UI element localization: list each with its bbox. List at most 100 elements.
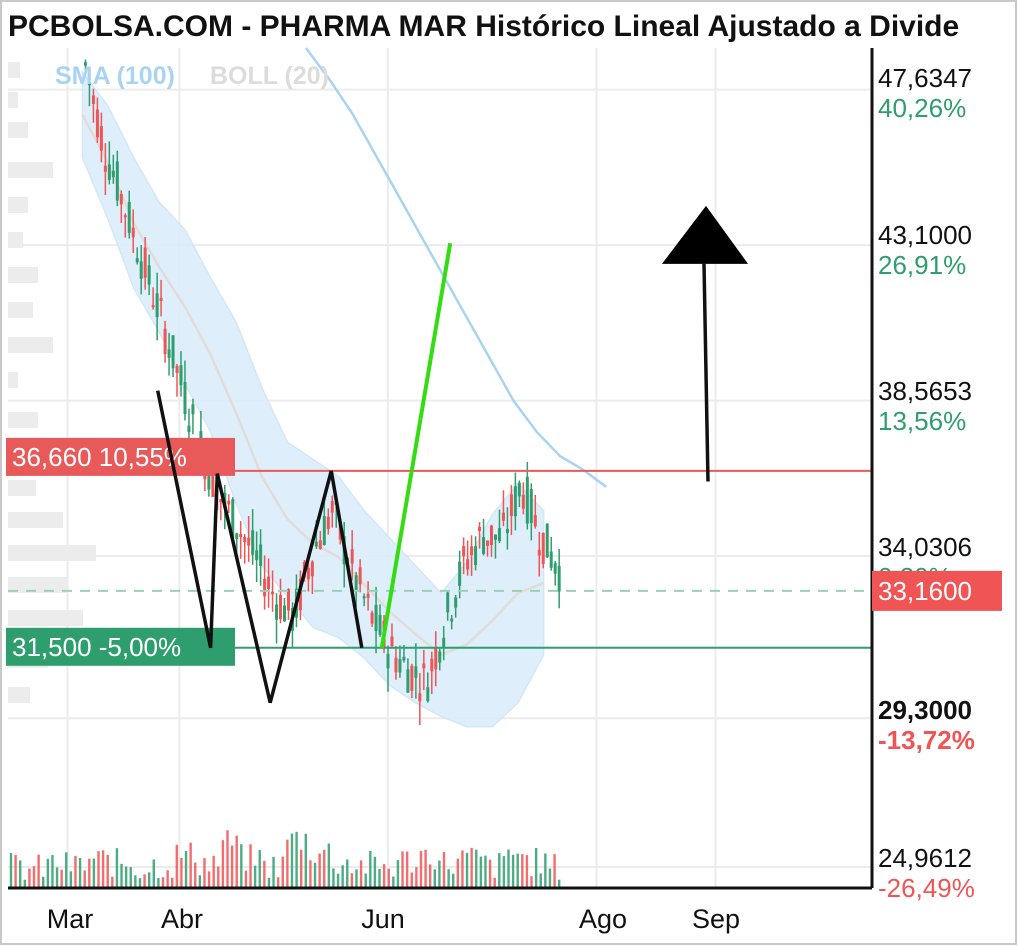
- legend-sma: SMA (100): [55, 62, 175, 90]
- volume-bar: [14, 855, 17, 888]
- candle-body: [163, 328, 167, 355]
- volume-profile-bar: [8, 232, 23, 248]
- resistance-tag: [6, 437, 235, 476]
- volume-bar: [470, 847, 473, 888]
- candle-body: [422, 663, 426, 669]
- volume-bar: [124, 866, 128, 888]
- candle-body: [283, 605, 287, 622]
- volume-bar: [83, 870, 86, 888]
- candle-body: [430, 658, 434, 672]
- volume-bar: [530, 876, 533, 888]
- volume-bar: [253, 865, 257, 888]
- volume-bar: [392, 876, 395, 888]
- volume-bar: [235, 835, 238, 888]
- volume-bar: [396, 860, 400, 888]
- candle-body: [533, 514, 537, 527]
- volume-bar: [507, 849, 510, 888]
- candle-body: [466, 559, 470, 570]
- candle-body: [211, 465, 215, 497]
- volume-bar: [438, 860, 441, 888]
- candle-body: [275, 604, 279, 620]
- candle-body: [247, 537, 251, 546]
- volume-profile-bar: [8, 577, 68, 593]
- volume-profile-bar: [8, 337, 53, 353]
- candle-body: [231, 499, 235, 538]
- volume-profile-bar: [8, 545, 96, 561]
- candle-body: [418, 693, 422, 702]
- candle-body: [91, 95, 95, 104]
- volume-bar: [267, 877, 271, 888]
- volume-bar: [212, 855, 215, 888]
- candle-body: [366, 593, 370, 598]
- candle-body: [115, 161, 119, 201]
- volume-bar: [74, 855, 77, 888]
- volume-bar: [69, 871, 73, 888]
- candle-body: [219, 499, 223, 503]
- candle-body: [87, 82, 91, 86]
- candle-body: [354, 575, 358, 591]
- volume-bar: [129, 867, 132, 888]
- volume-profile-bar: [8, 302, 33, 318]
- volume-bar: [230, 845, 234, 888]
- candle-body: [386, 653, 390, 669]
- volume-bar: [465, 852, 469, 888]
- y-tick-value: 38,5653: [878, 376, 972, 406]
- candle-body: [159, 297, 163, 302]
- x-tick-label: Ago: [579, 904, 627, 934]
- candle-body: [541, 532, 545, 564]
- volume-bar: [309, 860, 312, 888]
- volume-bar: [493, 877, 496, 888]
- current-price-tag: [872, 570, 1002, 611]
- volume-bar: [217, 866, 220, 888]
- volume-bar: [18, 860, 22, 888]
- candle-body: [474, 546, 478, 565]
- candle-body: [326, 516, 330, 530]
- candle-body: [255, 550, 259, 561]
- volume-bar: [138, 878, 142, 888]
- candle-body: [525, 476, 529, 524]
- volume-bar: [106, 854, 109, 888]
- volume-profile-bar: [8, 197, 28, 213]
- candle-body: [438, 651, 442, 663]
- candle-body: [509, 494, 513, 517]
- candle-body: [259, 544, 263, 566]
- volume-bar: [382, 864, 386, 888]
- volume-bar: [442, 852, 446, 888]
- candle-body: [263, 578, 267, 597]
- y-tick-value: 47,6347: [878, 63, 972, 93]
- volume-bar: [521, 854, 524, 888]
- candle-body: [410, 665, 414, 691]
- candle-body: [127, 201, 131, 233]
- candle-body: [227, 500, 231, 505]
- candle-body: [521, 494, 525, 509]
- candle-body: [450, 618, 454, 622]
- candle-body: [434, 647, 438, 670]
- candle-body: [183, 382, 187, 415]
- candle-body: [123, 215, 127, 218]
- volume-bar: [410, 872, 413, 888]
- volume-bar: [194, 862, 197, 888]
- candle-body: [406, 669, 410, 693]
- y-tick-percent: 26,91%: [878, 250, 966, 280]
- volume-bar: [323, 849, 326, 888]
- candle-body: [239, 534, 243, 538]
- volume-bar: [401, 851, 404, 888]
- candle-body: [402, 656, 406, 661]
- candle-body: [107, 164, 111, 180]
- volume-bar: [51, 855, 54, 888]
- candle-body: [83, 62, 87, 66]
- x-tick-label: Sep: [692, 904, 740, 934]
- volume-bar: [161, 877, 165, 888]
- volume-profile-bar: [8, 62, 20, 78]
- candle-body: [251, 530, 255, 555]
- candle-body: [279, 594, 283, 620]
- candle-body: [549, 551, 553, 568]
- volume-bar: [166, 870, 169, 888]
- volume-bar: [207, 871, 211, 888]
- volume-bar: [258, 850, 261, 888]
- volume-bar: [327, 843, 331, 888]
- candle-body: [135, 258, 139, 263]
- volume-bar: [46, 858, 50, 888]
- volume-bar: [65, 852, 68, 888]
